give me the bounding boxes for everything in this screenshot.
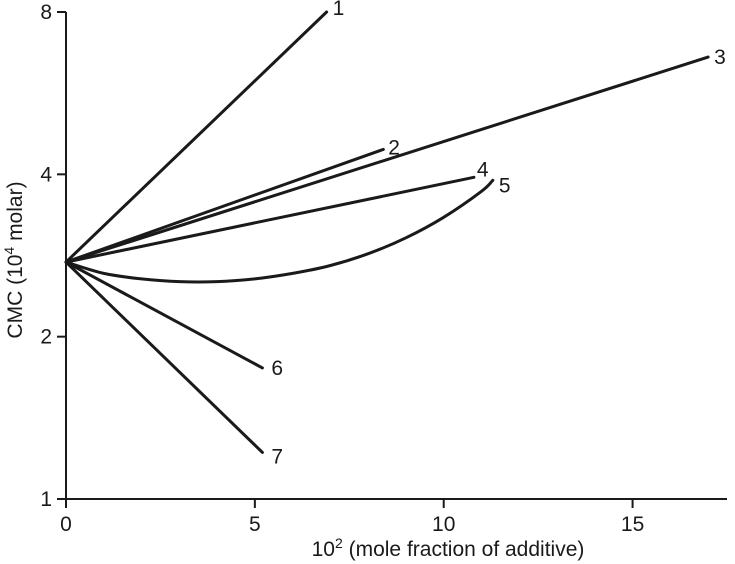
x-tick-label: 10 <box>432 513 455 536</box>
series-line-2 <box>64 147 385 264</box>
series-label-5: 5 <box>499 174 511 197</box>
series-label-1: 1 <box>333 0 345 20</box>
y-tick-label: 2 <box>40 326 52 349</box>
series-line-6 <box>64 260 264 370</box>
y-tick-label: 8 <box>40 1 52 24</box>
y-tick-label: 4 <box>40 163 52 186</box>
x-tick-label: 0 <box>60 513 72 536</box>
series-line-7 <box>64 260 264 454</box>
series-label-6: 6 <box>271 357 283 380</box>
x-axis-title-superscript: 2 <box>335 535 343 551</box>
series-layer: 1 2 3 45 6 7 <box>64 0 726 468</box>
y-axis-title-superscript: 4 <box>1 247 17 255</box>
series-label-2: 2 <box>388 136 400 159</box>
x-tick-label: 5 <box>249 513 261 536</box>
y-tick-label: 1 <box>40 488 52 511</box>
series-label-3: 3 <box>714 46 726 69</box>
x-tick-label: 15 <box>621 513 644 536</box>
y-axis-title-base: CMC (10 <box>4 255 27 339</box>
series-line-3 <box>64 55 710 264</box>
series-line-1 <box>64 10 329 264</box>
series-label-7: 7 <box>271 445 283 468</box>
series-line-5 <box>64 178 495 284</box>
y-axis-title-rest: molar) <box>4 181 27 246</box>
x-axis-title: 102 (mole fraction of additive) <box>312 535 585 561</box>
x-axis-title-base: 10 <box>312 538 335 561</box>
series-line-4 <box>64 175 476 264</box>
y-axis-title: CMC (104 molar) <box>1 181 27 338</box>
series-label-4: 4 <box>477 158 489 181</box>
x-axis-title-rest: (mole fraction of additive) <box>343 538 585 561</box>
